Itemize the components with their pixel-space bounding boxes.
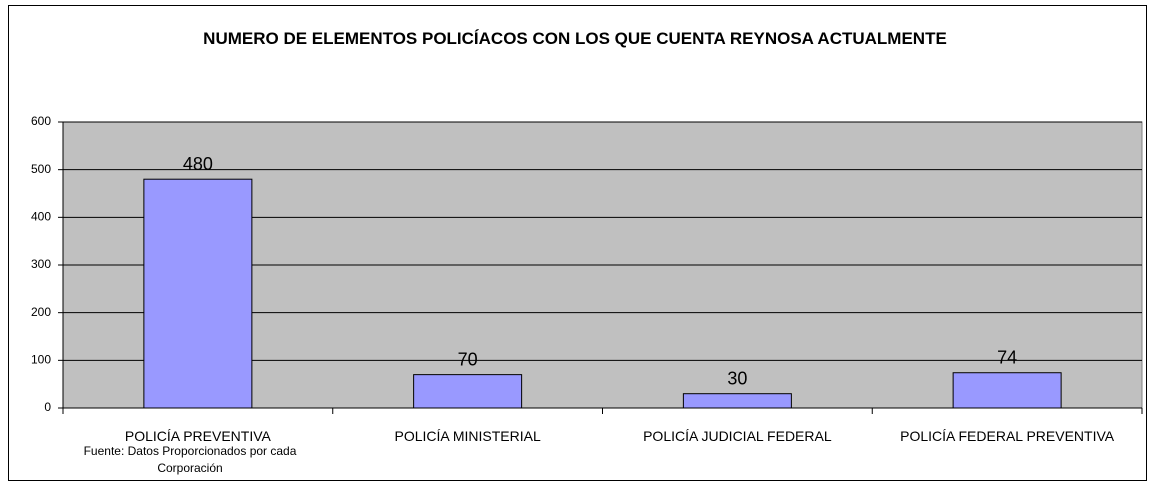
source-note: Fuente: Datos Proporcionados por cada Co… — [50, 443, 330, 477]
y-tick-label: 200 — [31, 305, 51, 319]
x-tick-label: POLICÍA PREVENTIVA — [124, 428, 271, 444]
chart-frame — [8, 5, 1147, 481]
data-label: 30 — [727, 368, 747, 388]
y-tick-label: 400 — [31, 210, 51, 224]
x-tick-label: POLICÍA MINISTERIAL — [394, 428, 541, 444]
data-label: 70 — [458, 349, 478, 369]
bar — [143, 178, 253, 409]
y-tick-label: 500 — [31, 162, 51, 176]
bar — [682, 393, 792, 409]
x-tick-label: POLICÍA JUDICIAL FEDERAL — [643, 428, 832, 444]
y-tick-label: 100 — [31, 353, 51, 367]
y-tick-label: 600 — [31, 114, 51, 128]
chart-title: NUMERO DE ELEMENTOS POLICÍACOS CON LOS Q… — [203, 29, 947, 48]
y-tick-label: 0 — [44, 400, 51, 414]
x-tick-label: POLICÍA FEDERAL PREVENTIVA — [900, 428, 1115, 444]
data-label: 480 — [183, 154, 213, 174]
bar — [413, 374, 523, 409]
bar — [952, 372, 1062, 409]
y-tick-label: 300 — [31, 257, 51, 271]
data-label: 74 — [997, 347, 1017, 367]
